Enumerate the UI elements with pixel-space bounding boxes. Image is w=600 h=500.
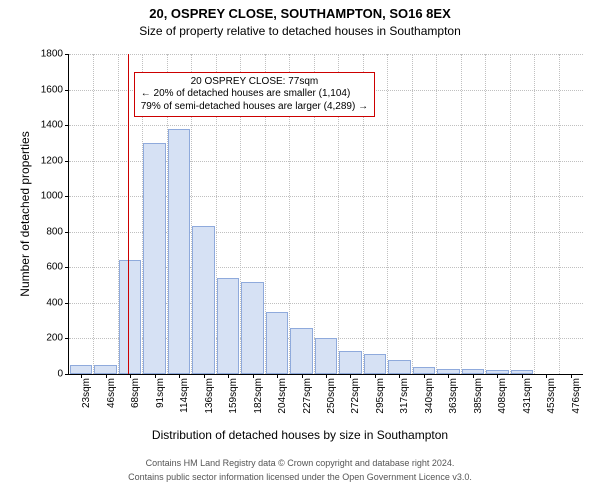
bar xyxy=(217,278,240,374)
x-tick-label: 68sqm xyxy=(130,374,141,408)
bar xyxy=(168,129,191,374)
bar xyxy=(94,365,117,374)
bar xyxy=(192,226,215,374)
bar xyxy=(266,312,289,374)
x-tick-label: 114sqm xyxy=(179,374,190,413)
footer-line-2: Contains public sector information licen… xyxy=(0,472,600,482)
y-tick-label: 800 xyxy=(46,226,69,237)
y-tick-label: 1200 xyxy=(41,155,69,166)
y-axis-label: Number of detached properties xyxy=(18,54,32,374)
y-tick-label: 1600 xyxy=(41,84,69,95)
x-tick-label: 91sqm xyxy=(155,374,166,408)
bar xyxy=(388,360,411,374)
annotation-box: 20 OSPREY CLOSE: 77sqm← 20% of detached … xyxy=(134,72,375,118)
x-tick-label: 340sqm xyxy=(424,374,435,414)
bar xyxy=(339,351,362,374)
gridline-vertical xyxy=(510,54,511,374)
annotation-line: 20 OSPREY CLOSE: 77sqm xyxy=(141,76,368,89)
chart-container: 20, OSPREY CLOSE, SOUTHAMPTON, SO16 8EX … xyxy=(0,0,600,500)
gridline-horizontal xyxy=(69,54,583,55)
plot-area: 02004006008001000120014001600180023sqm46… xyxy=(68,54,583,375)
y-tick-label: 1000 xyxy=(41,191,69,202)
y-tick-label: 400 xyxy=(46,297,69,308)
x-tick-label: 23sqm xyxy=(81,374,92,408)
x-tick-label: 46sqm xyxy=(106,374,117,408)
annotation-line: ← 20% of detached houses are smaller (1,… xyxy=(141,88,368,101)
y-tick-label: 1800 xyxy=(41,49,69,60)
x-tick-label: 476sqm xyxy=(571,374,582,414)
gridline-vertical xyxy=(461,54,462,374)
x-axis-label: Distribution of detached houses by size … xyxy=(0,428,600,442)
bar xyxy=(290,328,313,374)
x-tick-label: 250sqm xyxy=(326,374,337,414)
reference-line xyxy=(128,54,129,374)
gridline-vertical xyxy=(485,54,486,374)
y-tick-label: 0 xyxy=(57,369,69,380)
x-tick-label: 431sqm xyxy=(522,374,533,414)
x-tick-label: 408sqm xyxy=(497,374,508,414)
y-tick-label: 600 xyxy=(46,262,69,273)
gridline-vertical xyxy=(412,54,413,374)
x-tick-label: 295sqm xyxy=(375,374,386,414)
gridline-vertical xyxy=(436,54,437,374)
gridline-horizontal xyxy=(69,125,583,126)
y-tick-label: 1400 xyxy=(41,120,69,131)
gridline-vertical xyxy=(93,54,94,374)
bar xyxy=(315,338,338,374)
chart-subtitle: Size of property relative to detached ho… xyxy=(0,24,600,38)
x-tick-label: 182sqm xyxy=(253,374,264,414)
gridline-vertical xyxy=(559,54,560,374)
x-tick-label: 204sqm xyxy=(277,374,288,414)
x-tick-label: 272sqm xyxy=(350,374,361,414)
x-tick-label: 363sqm xyxy=(448,374,459,414)
gridline-vertical xyxy=(387,54,388,374)
bar xyxy=(241,282,264,374)
x-tick-label: 136sqm xyxy=(204,374,215,414)
bar xyxy=(413,367,436,374)
footer-line-1: Contains HM Land Registry data © Crown c… xyxy=(0,458,600,468)
y-tick-label: 200 xyxy=(46,333,69,344)
x-tick-label: 317sqm xyxy=(399,374,410,414)
x-tick-label: 453sqm xyxy=(546,374,557,414)
x-tick-label: 385sqm xyxy=(473,374,484,414)
gridline-vertical xyxy=(534,54,535,374)
bar xyxy=(364,354,387,374)
bar xyxy=(143,143,166,374)
chart-title: 20, OSPREY CLOSE, SOUTHAMPTON, SO16 8EX xyxy=(0,6,600,21)
bar xyxy=(119,260,142,374)
x-tick-label: 227sqm xyxy=(302,374,313,414)
annotation-line: 79% of semi-detached houses are larger (… xyxy=(141,101,368,114)
x-tick-label: 159sqm xyxy=(228,374,239,414)
bar xyxy=(70,365,93,374)
